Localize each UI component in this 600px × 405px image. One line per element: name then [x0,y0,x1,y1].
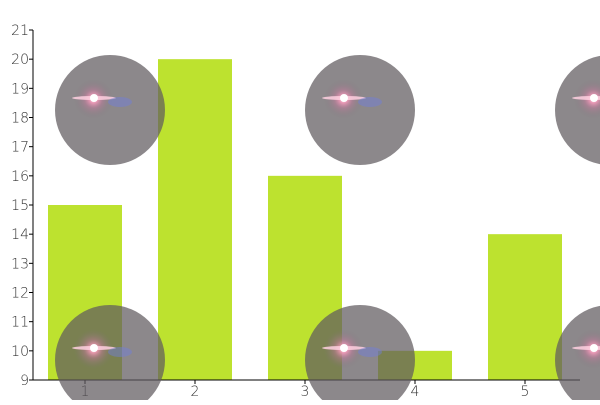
flare-glow [555,55,600,165]
flare-core [90,344,98,352]
x-tick-label-4: 4 [411,384,420,400]
y-tick-label-13: 13 [11,256,29,272]
y-tick-label-15: 15 [11,198,29,214]
lens-flare-6 [555,305,600,405]
flare-glow [55,305,165,405]
y-tick-label-14: 14 [11,227,29,243]
y-tick-label-10: 10 [11,344,29,360]
lens-flare-1 [55,55,165,165]
x-tick-label-5: 5 [521,384,530,400]
y-tick-label-20: 20 [11,52,29,68]
y-tick-label-16: 16 [11,169,29,185]
lens-flare-3 [555,55,600,165]
bar-2 [158,59,232,381]
y-tick-label-9: 9 [20,373,29,389]
y-tick-label-21: 21 [11,23,29,39]
flare-glow [555,305,600,405]
flare-blue-ghost [108,347,132,357]
flare-glow [55,55,165,165]
bars-layer [48,59,562,381]
y-tick-label-18: 18 [11,111,29,127]
lens-flare-5 [305,305,415,405]
flare-core [590,344,598,352]
flare-core [90,94,98,102]
bar-5 [488,234,562,380]
flare-blue-ghost [358,347,382,357]
y-tick-label-11: 11 [11,315,29,331]
y-tick-label-17: 17 [11,140,29,156]
y-tick-label-12: 12 [11,286,29,302]
flare-blue-ghost [358,97,382,107]
flare-core [340,344,348,352]
lens-flare-2 [305,55,415,165]
lens-flare-4 [55,305,165,405]
decorative-flares [55,55,600,405]
x-tick-label-2: 2 [191,384,200,400]
flare-glow [305,305,415,405]
axes-layer: 910111213141516171819202112345 [11,23,580,400]
x-tick-label-3: 3 [301,384,310,400]
y-tick-label-19: 19 [11,81,29,97]
flare-core [340,94,348,102]
flare-core [590,94,598,102]
flare-blue-ghost [108,97,132,107]
flare-glow [305,55,415,165]
